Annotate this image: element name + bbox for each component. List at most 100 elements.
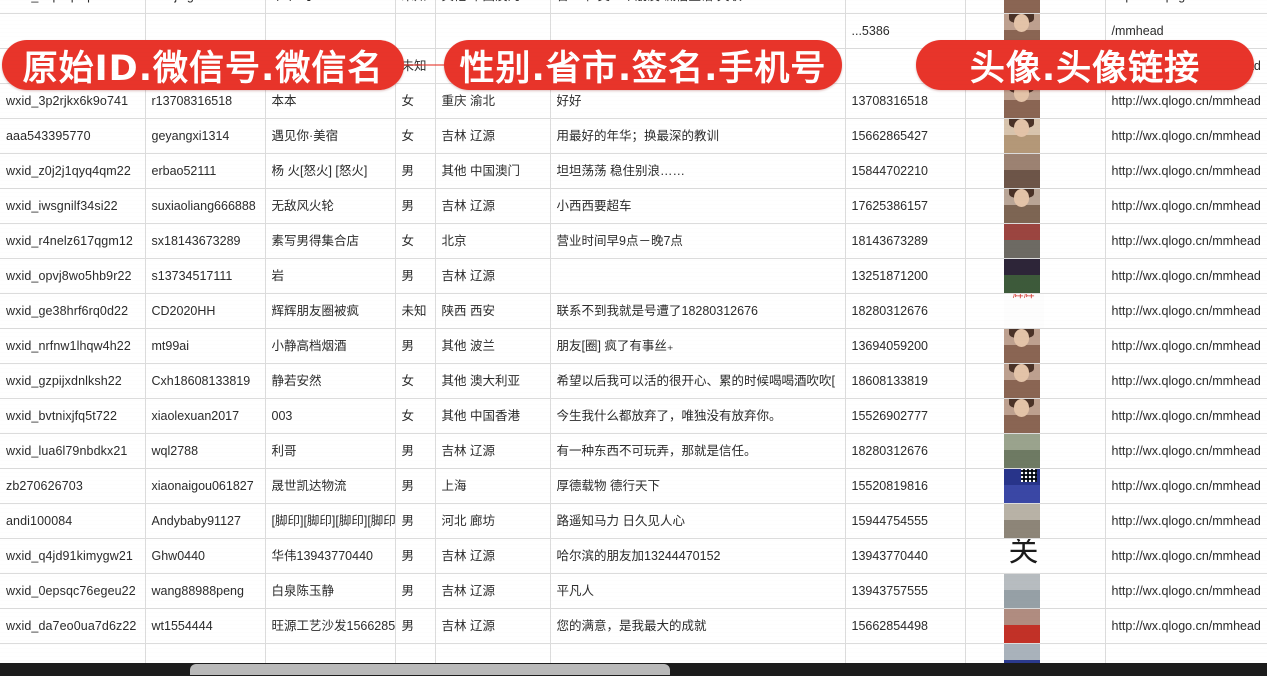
cell-region[interactable]: 其他 中国香港 (435, 398, 551, 434)
cell-wx-account[interactable]: wql2788 (145, 433, 266, 469)
cell-wx-name[interactable]: 岩 (265, 258, 396, 294)
cell-avatar-url[interactable]: http://wx.qlogo.cn/mmhead (1105, 433, 1267, 469)
cell-region[interactable]: 陕西 西安 (435, 293, 551, 329)
cell-signature[interactable]: 坦坦荡荡 稳住别浪…… (550, 153, 846, 189)
cell-wx-account[interactable]: Cxh18608133819 (145, 363, 266, 399)
table-row[interactable]: wxid_gzpijxdnlksh22 Cxh18608133819 静若安然女其他… (0, 363, 1267, 399)
cell-wx-account[interactable]: sx18143673289 (145, 223, 266, 259)
cell-signature[interactable]: 哈尔滨的朋友加13244470152 (550, 538, 846, 574)
cell-phone[interactable]: 15526902777 (845, 398, 966, 434)
cell-avatar[interactable] (965, 363, 1106, 399)
cell-phone[interactable]: 13694059200 (845, 328, 966, 364)
cell-signature[interactable]: 厚德载物 德行天下 (550, 468, 846, 504)
cell-region[interactable]: 吉林 辽源 (435, 608, 551, 644)
table-row[interactable]: wxid_z0j2j1qyq4qm22 erbao52111 杨 火[怒火] [怒火… (0, 153, 1267, 189)
cell-avatar-url[interactable]: http://wx.qlogo.cn/mmhead (1105, 363, 1267, 399)
cell-sex[interactable]: 女 (395, 118, 436, 154)
cell-phone[interactable]: 13943757555 (845, 573, 966, 609)
cell-avatar[interactable] (965, 188, 1106, 224)
cell-avatar-url[interactable]: http://wx.qlogo.cn/mmhead (1105, 118, 1267, 154)
cell-avatar[interactable] (965, 468, 1106, 504)
cell-wx-account[interactable]: xiaojing600546 (145, 0, 266, 14)
cell-avatar-url[interactable]: http://wx.qlogo.cn/mmhead (1105, 258, 1267, 294)
cell-signature[interactable]: 营业时间早9点－晚7点 (550, 223, 846, 259)
cell-avatar[interactable] (965, 0, 1106, 14)
cell-wx-name[interactable]: 小静高档烟酒 (265, 328, 396, 364)
table-row[interactable]: wxid_lua6l79nbdkx21 wql2788 利哥男吉林 辽源 有一种东西不… (0, 433, 1267, 469)
cell-sex[interactable]: 未知 (395, 293, 436, 329)
table-row[interactable]: wxid_opvj8wo5hb9r22 s13734517111 岩男吉林 辽源 13… (0, 258, 1267, 294)
table-row[interactable]: wxid_r4nelz617qgm12 sx18143673289 素写男得集合店女… (0, 223, 1267, 259)
cell-sex[interactable]: 男 (395, 328, 436, 364)
cell-origin-id[interactable]: wxid_da7eo0ua7d6z22 (0, 608, 146, 644)
cell-avatar[interactable] (965, 258, 1106, 294)
cell-avatar[interactable]: 辉辉 (965, 293, 1106, 329)
cell-phone[interactable]: 15662865427 (845, 118, 966, 154)
cell-wx-account[interactable]: s13734517111 (145, 258, 266, 294)
table-row[interactable]: wxid_bvtnixjfq5t722 xiaolexuan2017 003 女其他 … (0, 398, 1267, 434)
cell-phone[interactable]: 15944754555 (845, 503, 966, 539)
cell-avatar[interactable]: 关 (965, 538, 1106, 574)
cell-avatar-url[interactable]: http://wx.qlogo.cn/mmhead (1105, 223, 1267, 259)
cell-origin-id[interactable]: wxid_opvj8wo5hb9r22 (0, 258, 146, 294)
cell-avatar-url[interactable]: http://wx.qlogo.cn/mmhead (1105, 608, 1267, 644)
cell-avatar[interactable] (965, 328, 1106, 364)
cell-wx-account[interactable]: erbao52111 (145, 153, 266, 189)
cell-phone[interactable]: 15520819816 (845, 468, 966, 504)
cell-avatar-url[interactable]: http://wx.qlogo.cn/mmhead (1105, 573, 1267, 609)
cell-signature[interactable]: 今生我什么都放弃了，唯独没有放弃你。 (550, 398, 846, 434)
cell-avatar[interactable] (965, 223, 1106, 259)
cell-origin-id[interactable]: aaa543395770 (0, 118, 146, 154)
cell-sex[interactable]: 女 (395, 363, 436, 399)
cell-sex[interactable]: 男 (395, 573, 436, 609)
cell-avatar[interactable] (965, 503, 1106, 539)
cell-wx-name[interactable]: 白泉陈玉静 (265, 573, 396, 609)
cell-wx-name[interactable]: 旺源工艺沙发15662854 (265, 608, 396, 644)
cell-signature[interactable]: 用最好的年华；换最深的教训 (550, 118, 846, 154)
cell-region[interactable]: 其他 中国澳门 (435, 0, 551, 14)
cell-wx-account[interactable]: CD2020HH (145, 293, 266, 329)
table-row[interactable]: andi100084 Andybaby91127 [脚印][脚印][脚印][脚印男河… (0, 503, 1267, 539)
cell-wx-account[interactable]: mt99ai (145, 328, 266, 364)
cell-region[interactable]: 吉林 辽源 (435, 188, 551, 224)
cell-signature[interactable]: 小西西要超车 (550, 188, 846, 224)
cell-wx-account[interactable]: xiaolexuan2017 (145, 398, 266, 434)
cell-region[interactable]: 其他 波兰 (435, 328, 551, 364)
cell-phone[interactable]: 13943770440 (845, 538, 966, 574)
cell-wx-name[interactable]: 遇见你·美宿 (265, 118, 396, 154)
cell-wx-account[interactable]: wang88988peng (145, 573, 266, 609)
cell-phone[interactable]: 15662854498 (845, 608, 966, 644)
cell-origin-id[interactable]: wxid_r4nelz617qgm12 (0, 223, 146, 259)
cell-wx-account[interactable]: geyangxi1314 (145, 118, 266, 154)
cell-avatar-url[interactable]: http://wx.qlogo.cn/mmhead (1105, 188, 1267, 224)
table-row[interactable]: wxid_ge38hrf6rq0d22 CD2020HH 辉辉朋友圈被疯 未知 陕西 西… (0, 293, 1267, 329)
cell-phone[interactable]: 18143673289 (845, 223, 966, 259)
table-row[interactable]: aaa543395770 geyangxi1314 遇见你·美宿女吉林 辽源 用最好的… (0, 118, 1267, 154)
cell-wx-name[interactable]: 辉辉朋友圈被疯 (265, 293, 396, 329)
cell-avatar-url[interactable]: http://wx.qlogo.cn/mmhead (1105, 468, 1267, 504)
cell-avatar-url[interactable]: http://wx.qlogo.cn/mmhead (1105, 538, 1267, 574)
cell-origin-id[interactable]: wxid_bvtnixjfq5t722 (0, 398, 146, 434)
cell-origin-id[interactable]: wxid_iwsgnilf34si22 (0, 188, 146, 224)
table-row[interactable]: wxid_65p5qakpwuie22xiaojing600546丫丫~小未知其… (0, 0, 1267, 14)
table-row[interactable]: wxid_da7eo0ua7d6z22 wt1554444 旺源工艺沙发156628… (0, 608, 1267, 644)
scrollbar-thumb[interactable] (190, 664, 670, 675)
cell-avatar[interactable] (965, 433, 1106, 469)
cell-sex[interactable]: 男 (395, 538, 436, 574)
cell-signature[interactable]: 联系不到我就是号遭了18280312676 (550, 293, 846, 329)
cell-avatar-url[interactable]: http://wx.qlogo.cn/mmhead (1105, 293, 1267, 329)
cell-signature[interactable] (550, 258, 846, 294)
cell-sex[interactable]: 男 (395, 468, 436, 504)
table-row[interactable]: zb270626703 xiaonaigou061827 晟世凯达物流男上海 厚德载物… (0, 468, 1267, 504)
cell-wx-name[interactable]: 素写男得集合店 (265, 223, 396, 259)
table-row[interactable]: wxid_nrfnw1lhqw4h22 mt99ai 小静高档烟酒男其他 波兰 朋友[… (0, 328, 1267, 364)
horizontal-scrollbar[interactable] (0, 663, 1267, 676)
cell-avatar-url[interactable]: http://wx.qlogo.cn/mmhead (1105, 83, 1267, 119)
table-row[interactable]: wxid_0epsqc76egeu22 wang88988peng 白泉陈玉静男吉林… (0, 573, 1267, 609)
cell-origin-id[interactable]: wxid_gzpijxdnlksh22 (0, 363, 146, 399)
cell-wx-name[interactable]: [脚印][脚印][脚印][脚印 (265, 503, 396, 539)
cell-origin-id[interactable]: wxid_q4jd91kimygw21 (0, 538, 146, 574)
cell-sex[interactable] (395, 13, 436, 49)
cell-signature[interactable]: 路遥知马力 日久见人心 (550, 503, 846, 539)
